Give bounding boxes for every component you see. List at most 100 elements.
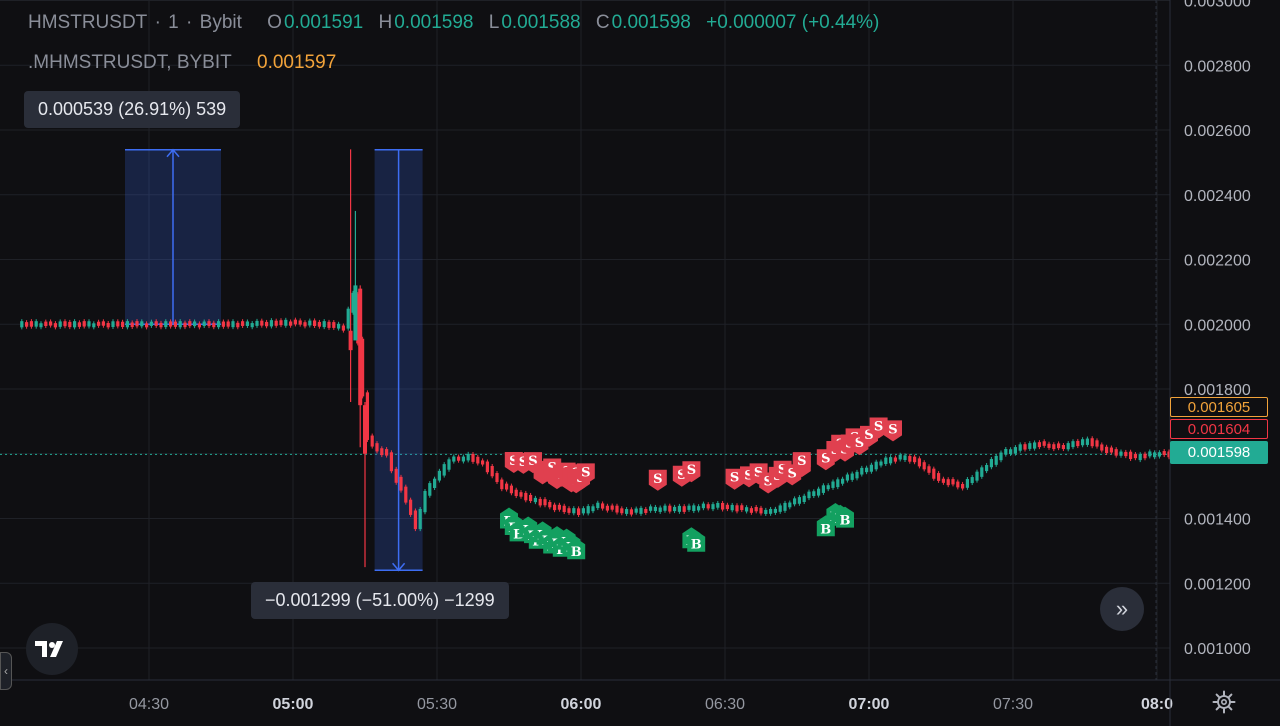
candle-body [399,476,403,491]
candle-body [241,321,245,326]
symbol-label[interactable]: HMSTRUSDT [28,12,148,33]
candle-body [221,321,225,327]
sell-marker [648,469,667,491]
candle-body [692,505,696,512]
candle-body [87,321,91,327]
candle-body [351,292,355,313]
candle-body [572,508,576,514]
sell-marker [792,452,811,474]
candle-body [130,322,134,328]
candle-body [1119,451,1123,456]
candle-body [226,321,230,327]
tradingview-logo[interactable] [26,623,78,675]
candle-body [389,452,393,472]
candle-body [255,320,259,326]
candle-body [433,478,437,489]
candle-body [317,321,321,327]
candle-body [245,321,249,326]
bid-price-tag: 0.001604 [1170,419,1268,439]
candle-body [946,479,950,486]
candle-body [514,489,518,497]
measurement-boxes [125,148,423,572]
signal-markers: SSSSSSSSSSSSSSSSSSSSSSSSSSSSSSSSSSSSSBBB… [500,417,902,560]
candle-body [735,505,739,512]
tradingview-logo-icon [35,641,63,657]
candle-body [615,505,619,513]
candle-body [673,506,677,512]
candle-body [629,509,633,515]
candle-body [980,467,984,477]
sell-marker-label: S [687,463,696,478]
candle-body [625,509,629,514]
y-tick-label: 0.001800 [1184,382,1251,399]
candle-body [682,506,686,512]
spike-body [358,288,363,406]
candle-body [149,321,153,326]
candle-body [937,473,941,481]
candle-body [452,456,456,462]
candle-body [1013,447,1017,454]
candle-body [855,471,859,479]
candle-body [1105,446,1109,453]
measure-arrow-head [392,562,406,572]
candle-body [956,481,960,488]
sell-marker-label: S [509,454,518,469]
candle-body [101,321,105,326]
candle-body [1009,449,1013,455]
mark-symbol-label[interactable]: .MHMSTRUSDT, BYBIT [28,52,232,73]
candle-body [437,470,441,481]
sell-marker-label: S [528,454,537,469]
low-value: 0.001588 [501,12,581,33]
candle-body [975,471,979,481]
candle-body [313,320,317,327]
candle-body [865,467,869,473]
candle-body [202,321,206,327]
candle-body [860,467,864,475]
candle-body [73,321,77,328]
candle-body [922,462,926,470]
candle-body [653,506,657,512]
candle-body [721,502,725,510]
low-label: L [488,12,500,33]
candle-body [821,485,825,493]
sell-marker-label: S [821,451,830,466]
candle-body [173,321,177,327]
candle-body [29,321,33,327]
candle-body [53,323,57,328]
candle-body [231,321,235,328]
candle-body [553,504,557,511]
candle-body [1162,451,1166,456]
candle-body [1037,442,1041,448]
candle-body [1076,440,1080,447]
candle-body [346,308,350,329]
scroll-to-realtime-button[interactable]: » [1100,587,1144,631]
candle-body [1167,451,1171,458]
candle-body [567,508,571,513]
candle-body [533,497,537,503]
candle-body [327,321,331,328]
candle-body [725,504,729,510]
sidebar-toggle[interactable]: ‹ [0,652,12,690]
candle-body [361,338,365,397]
candle-body [562,505,566,513]
candle-body [759,507,763,514]
candle-body [370,435,374,447]
candle-body [697,506,701,511]
candle-body [941,478,945,483]
candle-body [341,325,345,331]
candle-body [260,320,264,326]
candle-body [543,499,547,506]
candle-body [687,505,691,510]
sell-marker-label: S [864,428,873,443]
candle-body [1057,443,1061,449]
candle-body [1023,444,1027,450]
candle-body [116,321,120,327]
interval-label[interactable]: 1 [168,12,179,33]
gear-icon[interactable] [1212,690,1236,714]
candle-body [788,502,792,508]
x-tick-label: 05:00 [273,696,314,713]
candle-body [49,321,53,326]
candle-body [394,468,398,483]
spike-body [353,285,358,341]
